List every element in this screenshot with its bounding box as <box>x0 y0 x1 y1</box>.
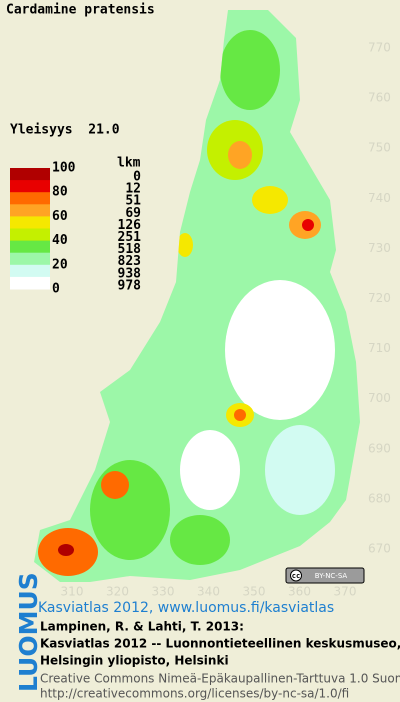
legend-scale-label: 20 <box>52 257 68 272</box>
legend-count: 251 <box>118 230 142 245</box>
legend-scale-label: 0 <box>52 282 60 297</box>
legend-count: 978 <box>118 278 142 293</box>
badge: cc BY-NC-SA <box>285 567 365 584</box>
northing-label: 690 <box>368 441 391 455</box>
easting-label: 360 <box>288 585 311 599</box>
legend-count: 126 <box>118 218 142 233</box>
citation: Helsingin yliopisto, Helsinki <box>40 654 229 668</box>
legend-swatch <box>10 168 50 181</box>
northing-label: 770 <box>368 41 391 55</box>
northing-label: 720 <box>368 291 391 305</box>
badge-text: BY-NC-SA <box>315 572 348 580</box>
legend-count: 51 <box>125 194 141 209</box>
northing-label: 740 <box>368 191 391 205</box>
legend-swatch <box>10 180 50 193</box>
frequency: Yleisyys 21.0 <box>10 123 120 138</box>
northing-label: 760 <box>368 91 391 105</box>
badge-cc: cc <box>292 572 300 580</box>
legend-swatch <box>10 264 50 278</box>
legend-swatch <box>10 240 50 254</box>
easting-label: 370 <box>334 585 357 599</box>
easting-label: 330 <box>152 585 175 599</box>
license-url: http://creativecommons.org/licenses/by-n… <box>40 687 349 701</box>
easting-label: 340 <box>197 585 220 599</box>
legend-scale-label: 100 <box>52 161 76 176</box>
easting-label: 350 <box>243 585 266 599</box>
legend-swatch <box>10 204 50 217</box>
legend-count: 0 <box>133 170 141 185</box>
citation: Kasviatlas 2012 -- Luonnontieteellinen k… <box>40 637 400 651</box>
legend-count: 518 <box>118 242 142 257</box>
legend-count: 938 <box>118 266 142 281</box>
legend-count: 823 <box>118 254 141 269</box>
license: Creative Commons Nimeä-Epäkaupallinen-Ta… <box>40 672 400 686</box>
footer-link: Kasviatlas 2012, www.luomus.fi/kasviatla… <box>38 600 334 616</box>
species-title: Cardamine pratensis <box>6 3 155 18</box>
easting-label: 310 <box>61 585 84 599</box>
northing-label: 750 <box>368 141 391 155</box>
legend-count: 69 <box>125 206 141 221</box>
easting-label: 320 <box>106 585 129 599</box>
count-header: lkm <box>117 156 141 171</box>
northing-label: 710 <box>368 341 391 355</box>
legend-swatch <box>10 228 50 242</box>
legend-scale-label: 40 <box>52 233 68 248</box>
legend-swatch <box>10 252 50 266</box>
legend-scale-label: 60 <box>52 209 68 224</box>
legend-swatch <box>10 276 50 290</box>
northing-label: 700 <box>368 391 391 405</box>
northing-label: 730 <box>368 241 391 255</box>
brand: LUOMUS <box>14 572 43 692</box>
northing-label: 680 <box>368 491 391 505</box>
legend-scale-label: 80 <box>52 185 68 200</box>
citation: Lampinen, R. & Lahti, T. 2013: <box>40 620 244 634</box>
legend-count: 12 <box>125 182 141 197</box>
legend-swatch <box>10 192 50 205</box>
northing-label: 670 <box>368 542 391 556</box>
legend-swatch <box>10 216 50 229</box>
